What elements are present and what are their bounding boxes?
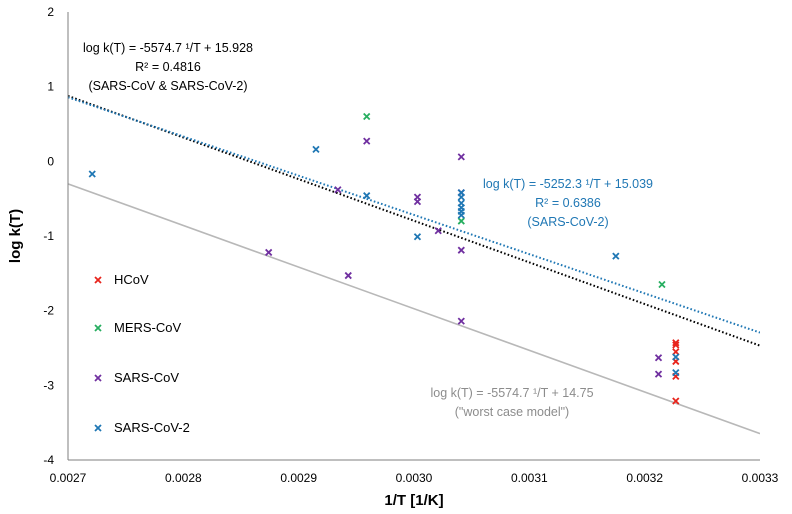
x-tick-label: 0.0029 bbox=[280, 471, 317, 485]
data-point-hcov bbox=[672, 339, 680, 347]
legend-item-sars-cov: SARS-CoV bbox=[94, 370, 179, 385]
x-tick-label: 0.0027 bbox=[50, 471, 87, 485]
data-point-sars-cov bbox=[334, 186, 342, 194]
data-point-sars-cov-2 bbox=[457, 193, 465, 201]
data-point-sars-cov bbox=[457, 246, 465, 254]
data-point-sars-cov-2 bbox=[312, 145, 320, 154]
legend-label: SARS-CoV-2 bbox=[114, 420, 190, 435]
data-point-sars-cov bbox=[654, 354, 663, 362]
y-axis-title: log k(T) bbox=[7, 209, 24, 263]
trendline-3 bbox=[68, 183, 760, 435]
x-tick-label: 0.0032 bbox=[626, 471, 663, 485]
trendline-annotations: log k(T) = -5574.7 ¹/T + 15.928 R² = 0.48… bbox=[83, 41, 653, 419]
data-point-sars-cov-2 bbox=[672, 353, 680, 361]
data-point-sars-cov-2 bbox=[457, 211, 465, 219]
data-point-sars-cov bbox=[434, 227, 442, 235]
x-tick-label: 0.0033 bbox=[742, 471, 779, 485]
y-tick-label: -3 bbox=[43, 378, 54, 392]
trendlines bbox=[68, 94, 760, 435]
x-tick-label: 0.0031 bbox=[511, 471, 548, 485]
data-point-sars-cov bbox=[363, 137, 371, 145]
data-point-hcov bbox=[672, 341, 680, 349]
data-point-mers-cov bbox=[457, 217, 465, 225]
legend-label: MERS-CoV bbox=[114, 320, 182, 335]
y-tick-label: -2 bbox=[43, 304, 54, 318]
legend-item-hcov: HCoV bbox=[94, 272, 149, 287]
x-tick-label: 0.0030 bbox=[396, 471, 433, 485]
data-point-hcov bbox=[672, 397, 680, 405]
data-point-sars-cov-2 bbox=[612, 252, 620, 260]
legend-item-sars-cov-2: SARS-CoV-2 bbox=[94, 420, 190, 435]
data-points bbox=[88, 112, 680, 405]
y-tick-label: 1 bbox=[47, 80, 54, 94]
y-tick-label: 2 bbox=[47, 5, 54, 19]
data-point-sars-cov bbox=[457, 153, 465, 161]
data-point-sars-cov bbox=[413, 198, 422, 206]
data-point-sars-cov bbox=[457, 317, 465, 325]
data-point-sars-cov-2 bbox=[363, 192, 371, 200]
legend-label: HCoV bbox=[114, 272, 149, 287]
x-axis-title: 1/T [1/K] bbox=[384, 492, 443, 509]
data-point-sars-cov bbox=[265, 248, 273, 257]
y-tick-label: -1 bbox=[43, 229, 54, 243]
legend: HCoV MERS-CoV SARS-CoV SARS-CoV-2 bbox=[94, 272, 190, 435]
data-point-mers-cov bbox=[658, 280, 666, 289]
data-point-sars-cov-2 bbox=[672, 369, 680, 377]
legend-item-mers-cov: MERS-CoV bbox=[94, 320, 182, 335]
tick-labels: 0.0027 0.0028 0.0029 0.0030 0.0031 0.0032 0.00… bbox=[43, 5, 778, 485]
data-point-sars-cov-2 bbox=[413, 233, 422, 241]
x-tick-label: 0.0028 bbox=[165, 471, 202, 485]
data-point-sars-cov-2 bbox=[88, 170, 96, 178]
trendline-2 bbox=[68, 96, 760, 334]
trendline-equation-2: log k(T) = -5252.3 ¹/T + 15.039 R² = 0.63… bbox=[483, 177, 653, 229]
trendline-equation-1: log k(T) = -5574.7 ¹/T + 15.928 R² = 0.48… bbox=[83, 41, 253, 93]
data-point-sars-cov bbox=[344, 271, 352, 280]
axes bbox=[67, 12, 760, 461]
trendline-equation-3: log k(T) = -5574.7 ¹/T + 14.75 ("worst ca… bbox=[430, 386, 593, 419]
data-point-mers-cov bbox=[363, 112, 371, 121]
y-tick-label: 0 bbox=[47, 154, 54, 168]
data-point-sars-cov bbox=[654, 370, 663, 378]
legend-label: SARS-CoV bbox=[114, 370, 179, 385]
y-tick-label: -4 bbox=[43, 453, 54, 467]
